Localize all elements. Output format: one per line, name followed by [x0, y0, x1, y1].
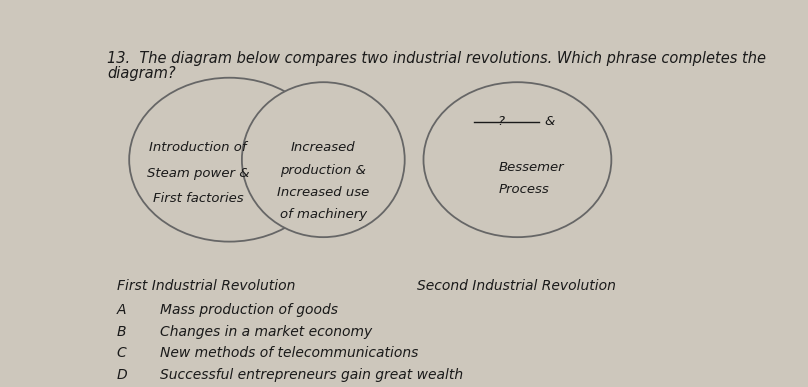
- Text: of machinery: of machinery: [280, 208, 367, 221]
- Ellipse shape: [242, 82, 405, 237]
- Text: Process: Process: [499, 183, 549, 196]
- Text: ?: ?: [497, 115, 504, 128]
- Text: Increased use: Increased use: [277, 186, 369, 199]
- Text: production &: production &: [280, 164, 366, 176]
- Ellipse shape: [129, 78, 330, 241]
- Text: A: A: [116, 303, 126, 317]
- Text: Successful entrepreneurs gain great wealth: Successful entrepreneurs gain great weal…: [161, 368, 464, 382]
- Text: New methods of telecommunications: New methods of telecommunications: [161, 346, 419, 360]
- Text: &: &: [545, 115, 555, 128]
- Text: B: B: [116, 325, 126, 339]
- Text: C: C: [116, 346, 126, 360]
- Text: Steam power &: Steam power &: [147, 166, 250, 180]
- Text: Changes in a market economy: Changes in a market economy: [161, 325, 372, 339]
- Text: Second Industrial Revolution: Second Industrial Revolution: [417, 279, 617, 293]
- Text: D: D: [116, 368, 128, 382]
- Text: Increased: Increased: [291, 141, 356, 154]
- Text: Bessemer: Bessemer: [499, 161, 564, 174]
- Text: diagram?: diagram?: [107, 66, 176, 81]
- Text: 13.  The diagram below compares two industrial revolutions. Which phrase complet: 13. The diagram below compares two indus…: [107, 51, 766, 66]
- Text: First factories: First factories: [153, 192, 243, 205]
- Text: First Industrial Revolution: First Industrial Revolution: [116, 279, 295, 293]
- Text: Introduction of: Introduction of: [149, 141, 246, 154]
- Ellipse shape: [423, 82, 612, 237]
- Text: Mass production of goods: Mass production of goods: [161, 303, 339, 317]
